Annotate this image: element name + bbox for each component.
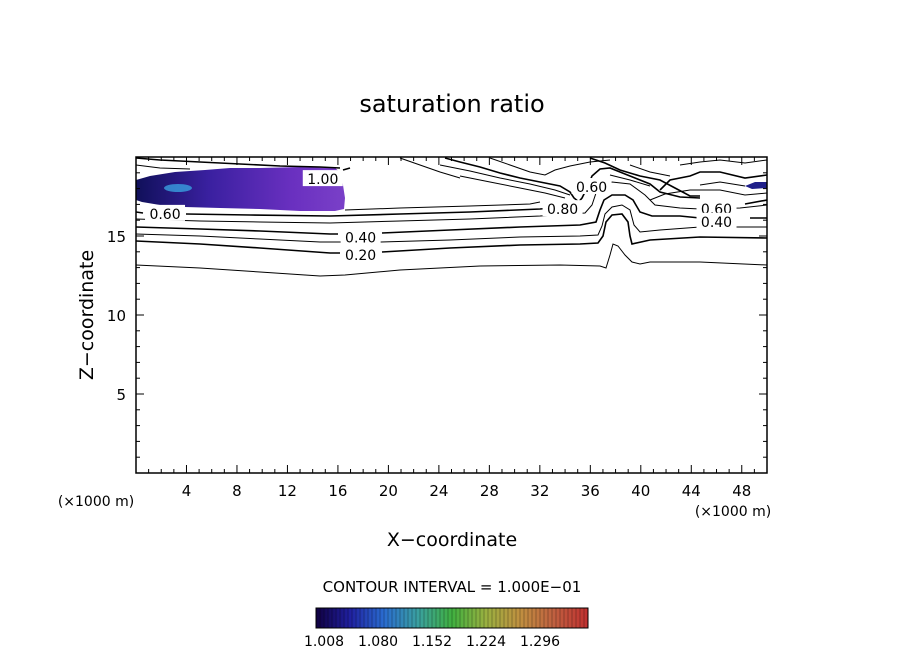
contour-line — [444, 157, 580, 203]
contour-line — [609, 174, 651, 187]
contour-label: 0.40 — [340, 228, 381, 247]
contour-line — [136, 243, 767, 277]
colorbar-tick-label: 1.224 — [466, 634, 506, 650]
x-tick-label: 32 — [530, 482, 549, 500]
x-tick-label: 44 — [682, 482, 701, 500]
contour-label-text: 0.60 — [576, 180, 607, 196]
contour-label-bg — [340, 228, 381, 245]
contour-line — [342, 167, 351, 171]
contour-label-bg — [696, 212, 737, 229]
contour-line — [136, 204, 767, 243]
contour-label-text: 0.60 — [149, 207, 180, 223]
contour-label-bg — [542, 200, 583, 217]
contour-line — [439, 164, 571, 196]
colorbar-tick-labels: 1.008 1.080 1.152 1.224 1.296 — [304, 634, 560, 650]
contour-labels: 1.000.600.400.200.800.600.600.40 — [145, 170, 737, 264]
contour-label-bg — [696, 200, 737, 217]
x-tick-labels: 4 8 12 16 20 24 28 32 36 40 44 48 — [182, 482, 752, 500]
contour-interval-label: CONTOUR INTERVAL = 1.000E−01 — [323, 578, 582, 596]
contour-line — [699, 181, 746, 187]
contour-line — [589, 157, 700, 197]
contour-label: 1.00 — [302, 170, 343, 188]
x-tick-label: 40 — [631, 482, 650, 500]
contour-line — [381, 194, 701, 234]
x-tick-label: 20 — [379, 482, 398, 500]
x-tick-label: 12 — [278, 482, 297, 500]
colorbar-tick-label: 1.080 — [358, 634, 398, 650]
y-tick-label: 5 — [116, 386, 126, 404]
supersaturation-fill — [136, 167, 345, 211]
x-tick-label: 4 — [182, 482, 192, 500]
contour-line — [136, 240, 340, 254]
x-tick-label: 28 — [480, 482, 499, 500]
x-tick-label: 16 — [328, 482, 347, 500]
y-tick-labels: 5 10 15 — [107, 228, 126, 404]
x-axis-label: X−coordinate — [387, 529, 517, 551]
contour-label-bg — [145, 204, 186, 221]
x-tick-label: 48 — [732, 482, 751, 500]
contour-label-bg — [302, 170, 343, 187]
colorbar-tick-label: 1.296 — [520, 634, 560, 650]
contour-line — [659, 171, 767, 191]
contour-line — [136, 226, 338, 235]
contour-line — [489, 157, 611, 176]
fill-highlight — [164, 184, 192, 192]
chart-title: saturation ratio — [359, 90, 544, 118]
contour-line — [136, 157, 341, 169]
colorbar-tick-label: 1.152 — [412, 634, 452, 650]
contour-label-text: 0.20 — [345, 248, 376, 264]
colorbar-segments — [319, 608, 585, 628]
contour-label-bg — [571, 178, 612, 195]
contour-label: 0.80 — [542, 200, 583, 218]
contour-line — [679, 159, 767, 166]
contour-line — [459, 175, 566, 199]
contour-label: 0.20 — [340, 245, 381, 264]
x-tick-label: 36 — [581, 482, 600, 500]
plot-area: 1.000.600.400.200.800.600.600.40 — [136, 157, 767, 277]
contour-line — [136, 164, 191, 170]
contour-label-bg — [340, 245, 381, 262]
contour-line — [344, 201, 541, 211]
colorbar-swatch — [315, 607, 589, 629]
contour-label-text: 1.00 — [307, 172, 338, 188]
contour-label: 0.40 — [696, 212, 737, 231]
contour-line — [399, 157, 461, 179]
colorbar: 1.008 1.080 1.152 1.224 1.296 — [304, 607, 589, 650]
contour-label-text: 0.40 — [701, 215, 732, 231]
contour-label: 0.60 — [145, 204, 186, 223]
x-unit-right: (×1000 m) — [695, 504, 771, 520]
contour-label: 0.60 — [571, 178, 612, 196]
y-tick-label: 15 — [107, 228, 126, 246]
colorbar-tick-label: 1.008 — [304, 634, 344, 650]
x-tick-label: 8 — [232, 482, 242, 500]
contour-line — [629, 164, 671, 177]
contour-label-text: 0.80 — [547, 202, 578, 218]
y-axis-label: Z−coordinate — [76, 250, 98, 380]
contour-label-text: 0.40 — [345, 231, 376, 247]
supersaturation-fill-right — [745, 182, 767, 189]
axis-ticks — [136, 157, 767, 473]
contour-line — [381, 213, 767, 253]
x-tick-label: 24 — [429, 482, 448, 500]
x-unit-left: (×1000 m) — [58, 494, 134, 510]
y-tick-label: 10 — [107, 307, 126, 325]
contour-line — [136, 211, 144, 214]
contour-line — [649, 189, 767, 201]
contour-line — [744, 199, 767, 205]
